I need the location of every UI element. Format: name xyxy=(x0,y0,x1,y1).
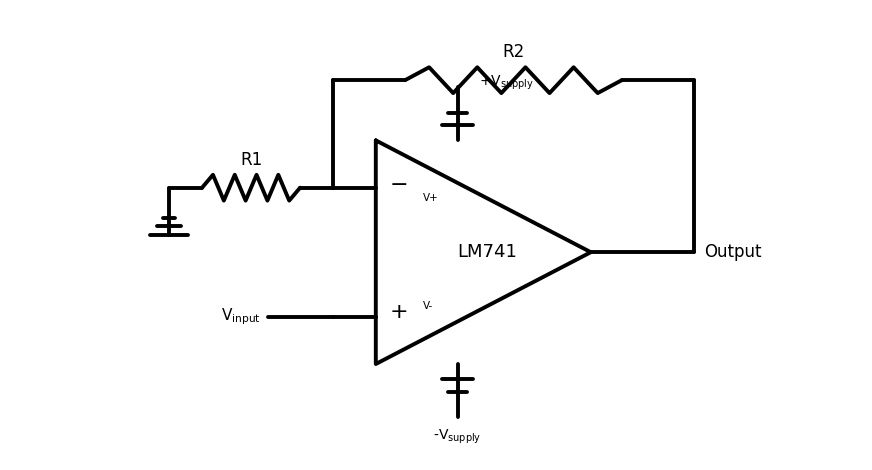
Text: -V$_{\mathregular{supply}}$: -V$_{\mathregular{supply}}$ xyxy=(433,428,481,446)
Text: +V$_{\mathregular{supply}}$: +V$_{\mathregular{supply}}$ xyxy=(479,74,534,92)
Text: Output: Output xyxy=(705,243,762,261)
Text: LM741: LM741 xyxy=(458,243,518,261)
Text: V+: V+ xyxy=(423,193,439,203)
Text: V-: V- xyxy=(423,301,433,312)
Text: $-$: $-$ xyxy=(389,173,407,193)
Text: R1: R1 xyxy=(240,151,262,169)
Text: V$_{\mathregular{input}}$: V$_{\mathregular{input}}$ xyxy=(221,306,261,327)
Text: $+$: $+$ xyxy=(389,302,407,322)
Text: R2: R2 xyxy=(502,43,525,61)
